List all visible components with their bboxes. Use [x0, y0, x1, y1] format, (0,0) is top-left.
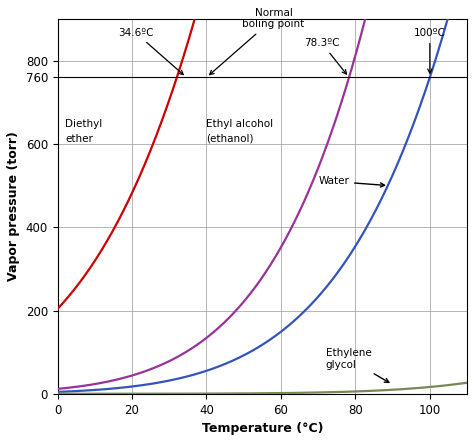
Text: Ethylene
glycol: Ethylene glycol — [326, 348, 389, 382]
Y-axis label: Vapor pressure (torr): Vapor pressure (torr) — [7, 132, 20, 282]
Text: ether: ether — [65, 134, 93, 144]
Text: 100ºC: 100ºC — [414, 28, 446, 73]
Text: 34.6ºC: 34.6ºC — [118, 28, 183, 75]
Text: Ethyl alcohol: Ethyl alcohol — [207, 119, 273, 130]
Text: Water: Water — [318, 176, 384, 187]
X-axis label: Temperature (°C): Temperature (°C) — [201, 422, 323, 435]
Text: (ethanol): (ethanol) — [207, 134, 254, 144]
Text: Normal
boling point: Normal boling point — [210, 8, 305, 75]
Text: 78.3ºC: 78.3ºC — [304, 38, 346, 74]
Text: Diethyl: Diethyl — [65, 119, 102, 130]
